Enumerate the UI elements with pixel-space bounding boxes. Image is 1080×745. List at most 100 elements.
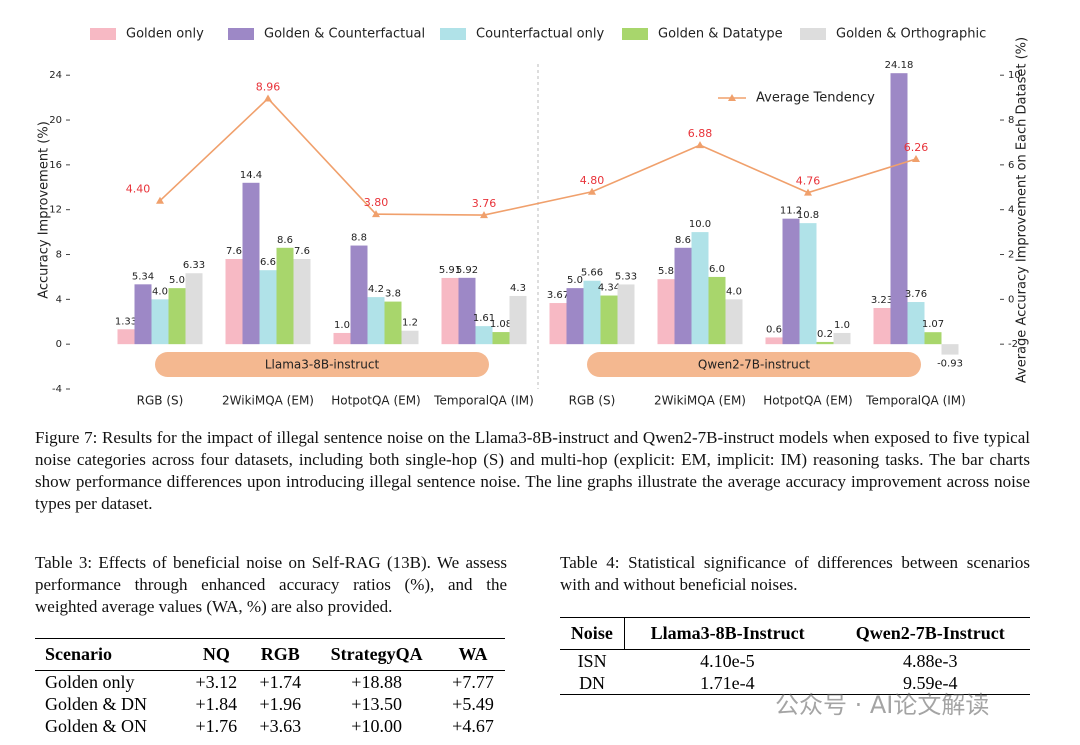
column-header: Llama3-8B-Instruct [650, 623, 805, 643]
legend-swatch [800, 28, 826, 40]
x-tick-label: TemporalQA (IM) [433, 394, 534, 408]
data-label: 6.0 [709, 264, 725, 275]
data-label: 5.8 [658, 266, 674, 277]
x-tick-label: TemporalQA (IM) [865, 394, 966, 408]
data-label: 24.18 [885, 60, 914, 71]
bar [799, 223, 817, 345]
legend-swatch [228, 28, 254, 40]
table-cell: ISN [577, 650, 607, 671]
bar [907, 302, 925, 345]
data-label: 3.76 [472, 197, 497, 210]
table-cell: 1.71e-4 [700, 672, 755, 693]
data-label: 3.8 [385, 289, 401, 300]
data-label: 5.92 [456, 265, 478, 276]
data-label: 4.34 [598, 283, 620, 294]
table-cell: Golden & DN [45, 693, 147, 714]
legend-swatch [622, 28, 648, 40]
data-label: 6.26 [904, 141, 929, 154]
bar [833, 332, 851, 345]
bar [657, 279, 675, 345]
data-label: 3.67 [547, 290, 569, 301]
bar [242, 182, 260, 345]
data-label: 11.2 [780, 206, 802, 217]
line-marker [804, 188, 812, 196]
table-cell: +1.76 [195, 715, 238, 736]
bar [134, 284, 152, 345]
data-label: 1.2 [402, 318, 418, 329]
bar [367, 297, 385, 345]
table-cell: +5.49 [452, 693, 494, 714]
bar [674, 247, 692, 345]
line-marker [372, 210, 380, 218]
bar [168, 288, 186, 345]
table-cell: 4.10e-5 [700, 650, 755, 671]
data-label: 3.76 [905, 289, 927, 300]
bar [225, 259, 243, 345]
column-header: NQ [202, 644, 230, 664]
data-label: 4.0 [152, 286, 168, 297]
data-label: 5.0 [169, 275, 185, 286]
data-label: 4.3 [510, 283, 526, 294]
x-tick-label: 2WikiMQA (EM) [222, 394, 314, 408]
y2-axis-label: Average Accuracy Improvement on Each Dat… [1015, 37, 1030, 383]
column-header: WA [458, 644, 488, 664]
figure-caption: Figure 7: Results for the impact of ille… [35, 428, 1030, 513]
y-tick-label: 16 [49, 160, 62, 171]
bar [384, 301, 402, 345]
line-marker [264, 94, 272, 102]
group-pill [155, 352, 489, 377]
legend-label: Average Tendency [756, 91, 875, 106]
table: Scenario NQ RGB StrategyQA WA Golden only +3.1… [35, 638, 505, 737]
line [159, 97, 917, 216]
data-label: 4.40 [126, 183, 151, 196]
line-marker [588, 187, 596, 195]
data-label: 8.6 [675, 235, 691, 246]
column-header: RGB [260, 644, 300, 664]
data-label: 1.08 [490, 319, 512, 330]
y2-tick-label: 2 [1008, 250, 1014, 261]
chart: Accuracy Improvement (%) Average Accurac… [37, 27, 1030, 408]
x-tick-label: 2WikiMQA (EM) [654, 394, 746, 408]
bar [890, 73, 908, 345]
bar [941, 344, 959, 355]
bar [259, 270, 277, 345]
legend-label: Golden & Counterfactual [264, 27, 425, 42]
data-label: 10.0 [689, 219, 711, 230]
column-header: Qwen2-7B-Instruct [855, 623, 1005, 643]
bar [151, 299, 169, 345]
table-cell: Golden & ON [45, 715, 147, 736]
data-label: 0.2 [817, 329, 833, 340]
data-label: 4.0 [726, 286, 742, 297]
data-label: 5.34 [132, 271, 154, 282]
group-pill [587, 352, 921, 377]
data-label: 1.33 [115, 316, 137, 327]
y-tick-label: 4 [56, 294, 62, 305]
x-tick-label: RGB (S) [569, 394, 616, 408]
data-label: 1.0 [334, 320, 350, 331]
y2-tick-label: 0 [1008, 294, 1014, 305]
data-label: 8.96 [256, 81, 281, 94]
y2-tick-label: 8 [1008, 115, 1014, 126]
data-label: 8.8 [351, 233, 367, 244]
line-marker [480, 211, 488, 219]
legend-label: Counterfactual only [476, 27, 604, 42]
data-label: 5.91 [439, 265, 461, 276]
data-label: 5.66 [581, 268, 603, 279]
bar [691, 232, 709, 345]
bar [441, 277, 459, 345]
column-header: Noise [560, 617, 625, 650]
bar [117, 329, 135, 345]
table-cell: +18.88 [351, 671, 402, 692]
legend-marker [728, 94, 736, 101]
data-label: 0.6 [766, 324, 782, 335]
table-caption: Table 3: Effects of beneficial noise on … [35, 553, 507, 616]
legend-swatch [440, 28, 466, 40]
bar [276, 247, 294, 345]
y-axis-label: Accuracy Improvement (%) [37, 121, 52, 299]
x-tick-label: HotpotQA (EM) [763, 394, 853, 408]
bar [873, 307, 891, 345]
line-marker [696, 141, 704, 149]
bar [185, 273, 203, 345]
data-label: -0.93 [937, 359, 963, 370]
